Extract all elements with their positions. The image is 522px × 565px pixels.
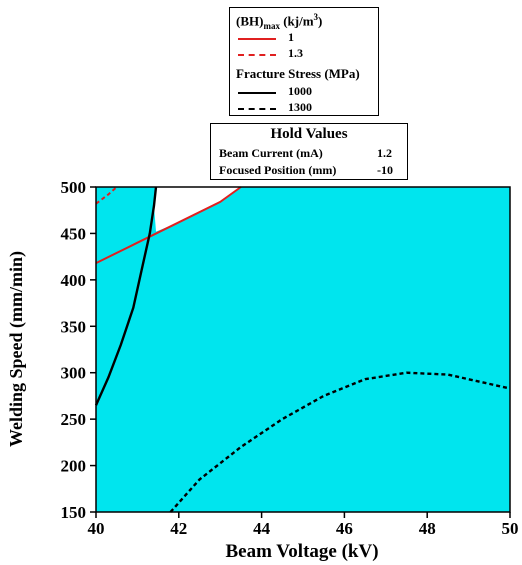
- legend-swatch-bh-1: [238, 38, 276, 40]
- x-tick-label: 44: [253, 519, 271, 538]
- series-line-1300: [169, 371, 511, 513]
- y-tick-label: 200: [61, 457, 87, 476]
- x-tick-label: 42: [170, 519, 187, 538]
- y-tick-label: 450: [61, 224, 87, 243]
- x-tick-label: 46: [336, 519, 353, 538]
- x-tick-label: 50: [502, 519, 519, 538]
- hold-values-title: Hold Values: [270, 126, 348, 142]
- plot-area: [96, 187, 510, 512]
- y-tick-label: 300: [61, 364, 87, 383]
- legend-label-fs-1000: 1000: [288, 84, 312, 98]
- legend-label-fs-1300: 1300: [288, 100, 312, 114]
- hold-row-value: 1.2: [377, 146, 392, 160]
- y-tick-label: 350: [61, 317, 87, 336]
- unshaded-region: [153, 187, 241, 232]
- x-axis-label: Beam Voltage (kV): [225, 541, 378, 562]
- series-line-1-3: [95, 186, 118, 205]
- series-line-1: [95, 186, 242, 264]
- y-axis-label: Welding Speed (mm/min): [6, 251, 27, 447]
- y-tick-label: 400: [61, 271, 87, 290]
- legend-swatch-fs-1300: [238, 108, 276, 110]
- x-tick-label: 48: [419, 519, 436, 538]
- legend-label-bh-1-3: 1.3: [288, 46, 303, 60]
- y-tick-label: 150: [61, 503, 87, 522]
- hold-row-value: -10: [377, 163, 393, 177]
- y-tick-label: 250: [61, 410, 87, 429]
- x-tick-label: 40: [88, 519, 105, 538]
- feasible-region: [96, 187, 510, 512]
- axes-layer: 40 42 44 46 48 50 150 200 250 300 350 400 450 500: [61, 178, 519, 538]
- series-line-1000: [94, 186, 158, 406]
- y-tick-label: 500: [61, 178, 87, 197]
- legend-group2-title: Fracture Stress (MPa): [236, 66, 360, 81]
- hold-row-label: Focused Position (mm): [219, 163, 337, 177]
- hold-row-label: Beam Current (mA): [219, 146, 323, 160]
- legend-label-bh-1: 1: [288, 30, 294, 44]
- legend-swatch-fs-1000: [238, 92, 276, 94]
- legend: (BH)max (kj/m3) 1 1.3 Fracture Stress (M…: [229, 7, 379, 116]
- hold-values-box: Hold Values Beam Current (mA) 1.2 Focuse…: [210, 123, 408, 180]
- legend-group1-title: (BH)max (kj/m3): [236, 12, 323, 31]
- legend-swatch-bh-1-3: [238, 54, 276, 56]
- series-layer: [94, 186, 511, 513]
- plot-frame: [95, 186, 511, 513]
